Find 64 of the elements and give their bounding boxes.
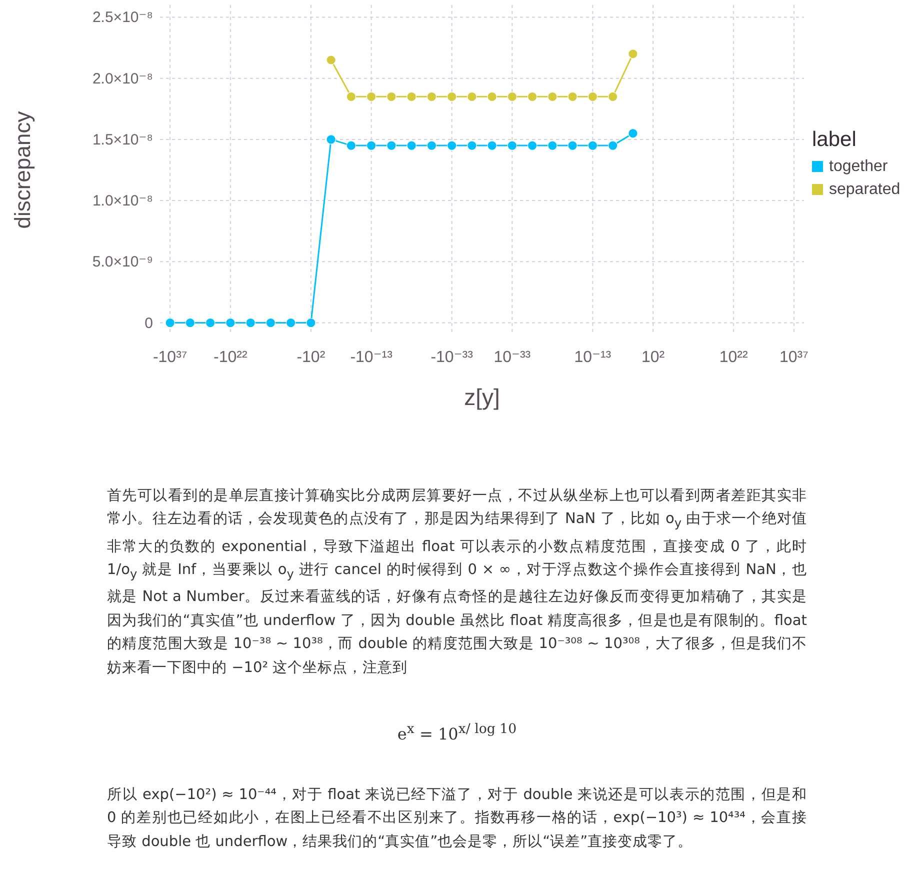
x-tick-label: -10⁻¹³ [350, 349, 394, 366]
point [608, 92, 618, 102]
point [386, 92, 396, 102]
point [246, 318, 256, 328]
point [366, 92, 376, 102]
point [467, 140, 477, 150]
point [266, 318, 276, 328]
point [326, 55, 336, 65]
y-tick-label: 1.0×10⁻⁸ [92, 192, 153, 210]
point [205, 318, 216, 328]
y-tick-label: 5.0×10⁻⁹ [92, 254, 153, 271]
point [426, 92, 437, 102]
y-axis-title: discrepancy [10, 111, 35, 229]
point [487, 92, 497, 102]
point [467, 92, 477, 102]
text: e$^{x}$ = 10$^{x/ log 10}$ [396, 721, 518, 746]
x-tick-label: 10³⁷ [779, 349, 809, 366]
point [386, 140, 396, 150]
point [406, 140, 416, 150]
point [366, 140, 376, 150]
x-tick-label: -10⁻³³ [430, 349, 474, 366]
point [548, 140, 558, 150]
text: 所以 exp(−10²) ≈ 10⁻⁴⁴，对于 float 来说已经下溢了，对于 double 来说还是可以表示的范围，但是和 0 的差别也已经如此小，在图上已经看不出区别来了。指数再移一格的话，exp(−10³) ≈ 10⁴³⁴，会直接导致 double 也 underflow，结果我们的“真实值”也会是零，所以“误差”直接变成零了。 [107, 786, 807, 852]
point [346, 140, 356, 150]
point [406, 92, 416, 102]
point [426, 140, 437, 150]
legend-title: label [812, 128, 856, 151]
point [326, 134, 336, 144]
x-tick-label: 10⁻³³ [494, 349, 532, 366]
point [446, 140, 457, 150]
point [588, 140, 598, 150]
y-tick-label: 1.5×10⁻⁸ [92, 131, 153, 148]
x-tick-label: 10²² [719, 349, 748, 366]
point [628, 48, 638, 59]
point [165, 318, 175, 328]
x-tick-label: 10² [642, 349, 666, 366]
point [346, 92, 356, 102]
point [588, 92, 598, 102]
y-tick-label: 2.0×10⁻⁸ [92, 70, 153, 88]
legend-label: separated [829, 181, 900, 198]
point [286, 318, 296, 328]
x-axis-title: z[y] [464, 384, 500, 410]
text: 首先可以看到的是单层直接计算确实比分成两层算要好一点，不过从纵坐标上也可以看到两者差距其实非常小。往左边看的话，会发现黄色的点没有了，那是因为结果得到了 NaN 了，比如 o$_{y}$ 由于求一个绝对值非常大的负数的 exponential，导致下溢超出 float 可以表示的小数点精度范围，直接变成 0 了，此时 1/o$_{y}$ 就是 Inf，当要乘以 o$_{y}$ 进行 cancel 的时候得到 0 × ∞，对于浮点数这个操作会直接得到 NaN，也就是 Not a Number。反过来看蓝线的话，好像有点奇怪的是越往左边好像反而变得更加精确了，其实是因为我们的“真实值”也 underflow 了，因为 double 虽然比 float 精度高很多，但是也是有限制的。float 的精度范围大致是 10⁻³⁸ ∼ 10³⁸，而 double 的精度范围大致是 10⁻³⁰⁸ ∼ 10³⁰⁸，大了很多，但是我们不妨来看一下图中的 −10² 这个坐标点，注意到 [107, 488, 808, 676]
point [487, 140, 497, 150]
point [527, 92, 538, 102]
x-tick-label: 10⁻¹³ [574, 349, 612, 366]
point [548, 92, 558, 102]
x-tick-label: -10²² [214, 349, 248, 366]
point [568, 92, 578, 102]
point [507, 92, 518, 102]
point [628, 128, 638, 138]
y-tick-label: 2.5×10⁻⁸ [92, 9, 153, 26]
point [568, 140, 578, 150]
point [185, 318, 196, 328]
x-tick-label: -10³⁷ [152, 349, 188, 366]
point [507, 140, 518, 150]
point [446, 92, 457, 102]
y-tick-label: 0 [144, 314, 153, 332]
point [226, 318, 236, 328]
point [306, 318, 316, 328]
point [608, 140, 618, 150]
legend-label: together [829, 158, 888, 175]
x-tick-label: -10² [296, 349, 326, 366]
point [527, 140, 538, 150]
